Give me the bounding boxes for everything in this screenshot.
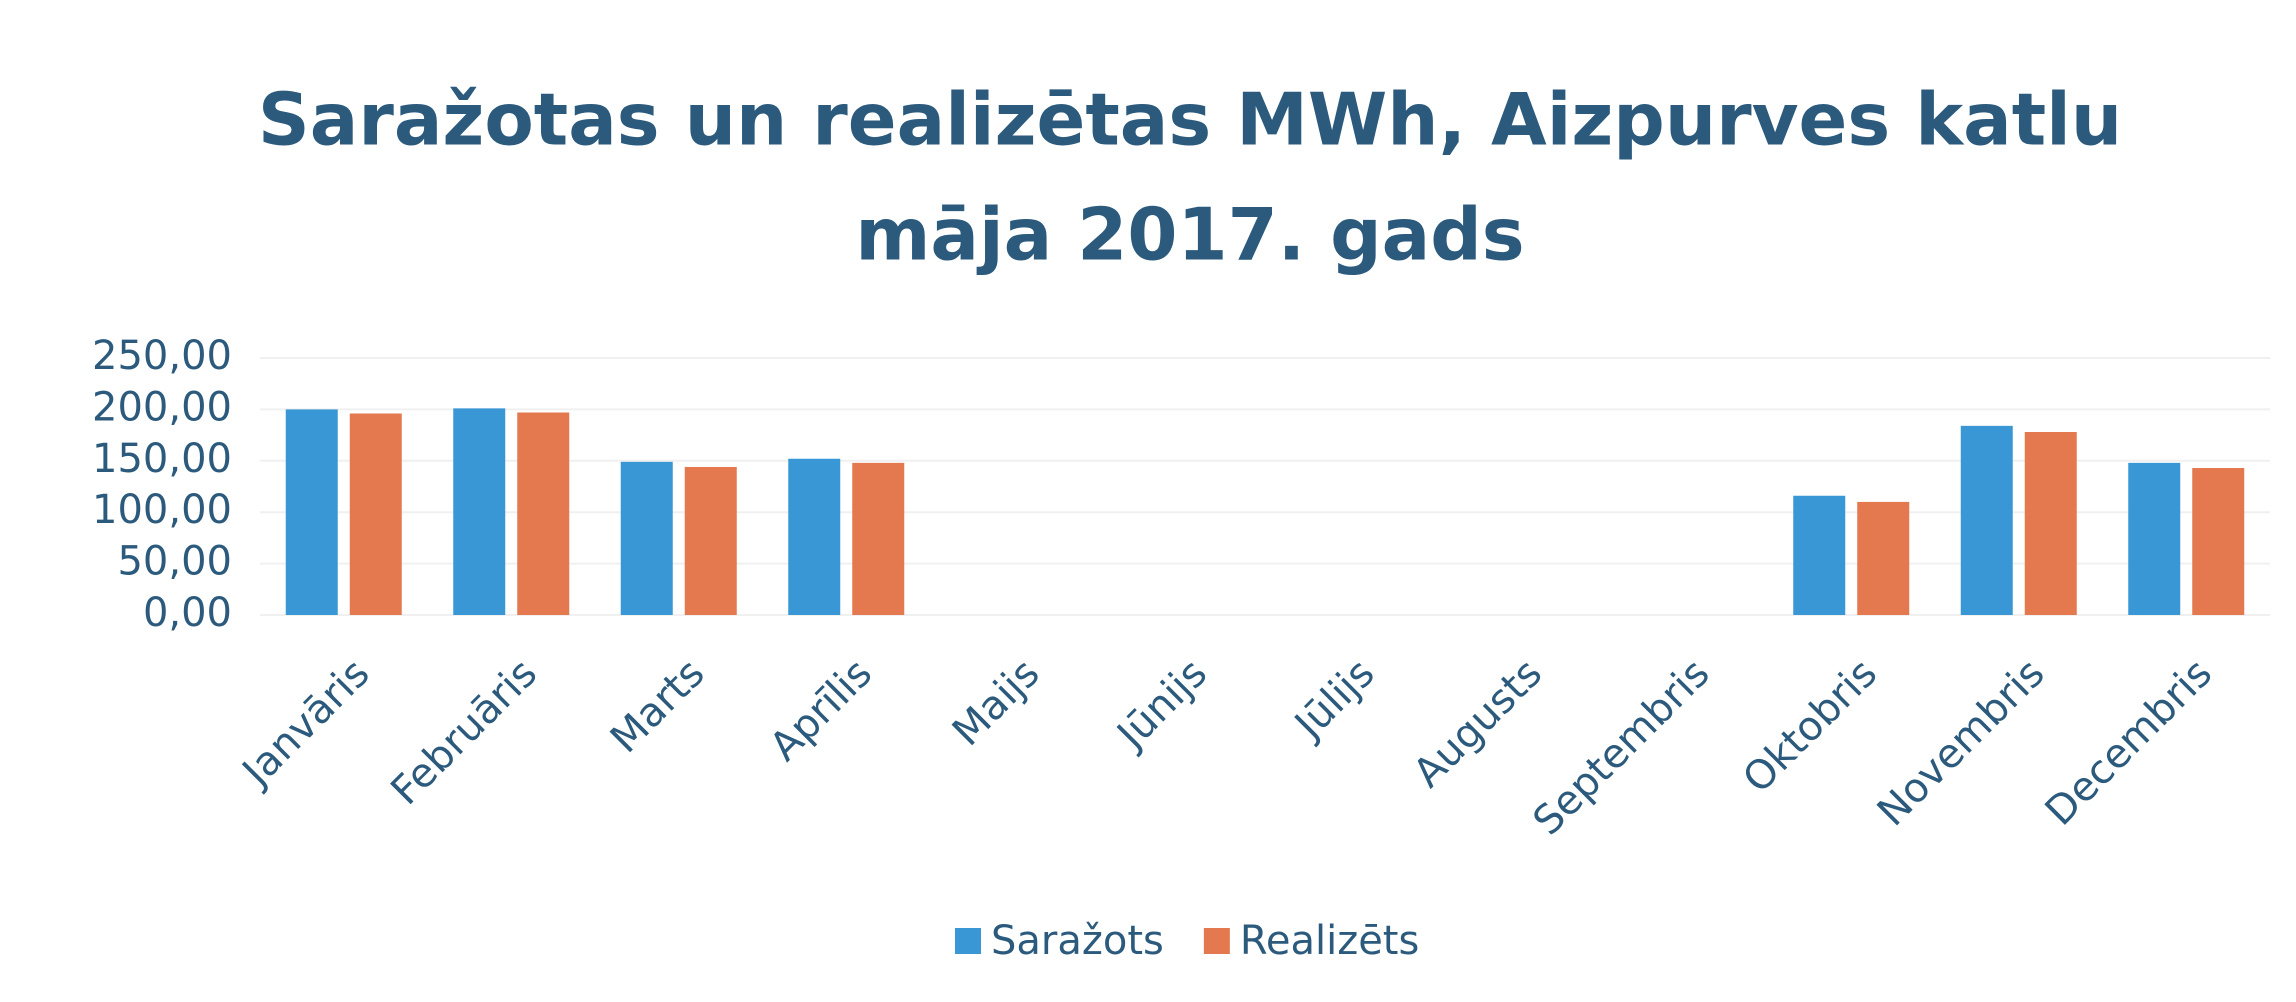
bar — [517, 412, 570, 615]
legend-label: Saražots — [991, 918, 1164, 964]
legend-swatch — [1203, 928, 1230, 954]
bar — [2024, 432, 2077, 615]
x-tick-label: Augusts — [1405, 650, 1551, 796]
y-tick-label: 0,00 — [143, 590, 232, 636]
y-tick-label: 100,00 — [92, 487, 232, 533]
bar — [2128, 462, 2181, 615]
bar — [1793, 495, 1846, 615]
bar — [684, 466, 737, 615]
x-tick-label: Jūlijs — [1284, 650, 1383, 749]
x-tick-label: Februāris — [382, 650, 546, 814]
y-tick-label: 250,00 — [92, 333, 232, 379]
x-tick-label: Decembris — [2037, 650, 2221, 834]
bar — [1960, 425, 2013, 615]
y-tick-label: 150,00 — [92, 436, 232, 482]
x-tick-label: Aprīlis — [761, 650, 881, 770]
x-tick-label: Novembris — [1869, 650, 2054, 835]
bar — [1857, 501, 1910, 615]
legend-label: Realizēts — [1240, 918, 1419, 964]
x-tick-label: Jūnijs — [1107, 650, 1216, 759]
x-tick-label: Marts — [602, 650, 714, 762]
bar — [453, 408, 506, 615]
x-tick-label: Janvāris — [232, 650, 379, 797]
x-tick-label: Septembris — [1525, 650, 1719, 844]
bar — [852, 462, 905, 615]
chart-title: Saražotas un realizētas MWh, Aizpurves k… — [258, 78, 2122, 162]
bar — [620, 461, 673, 615]
chart-subtitle: māja 2017. gads — [855, 193, 1524, 277]
bar — [349, 413, 402, 615]
y-tick-label: 200,00 — [92, 384, 232, 430]
bar — [2192, 467, 2245, 615]
bar — [788, 458, 841, 615]
x-tick-label: Maijs — [944, 650, 1049, 755]
bar — [285, 409, 338, 615]
legend-swatch — [955, 928, 981, 954]
y-tick-label: 50,00 — [117, 539, 232, 585]
x-tick-label: Oktobris — [1734, 650, 1886, 802]
